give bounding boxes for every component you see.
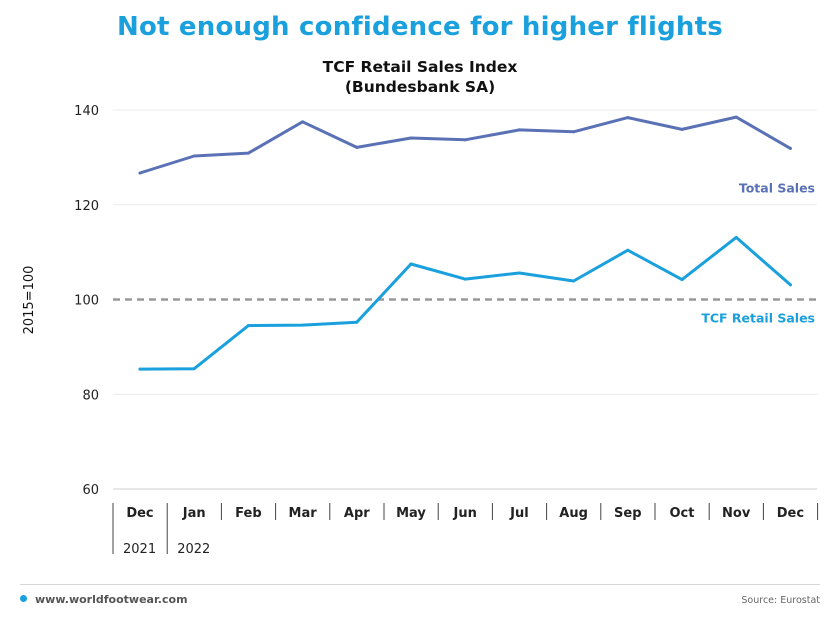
series-label: Total Sales	[739, 180, 815, 195]
series-line-tcf-retail-sales	[138, 235, 792, 371]
year-label: 2021	[123, 542, 156, 557]
data-point	[788, 283, 792, 287]
data-point	[355, 320, 359, 324]
y-tick-label: 80	[82, 388, 99, 403]
headline: Not enough confidence for higher flights	[117, 12, 723, 42]
x-tick-label: Feb	[235, 506, 261, 521]
data-point	[355, 145, 359, 149]
data-point	[680, 127, 684, 131]
x-tick-label: Apr	[344, 506, 370, 521]
x-tick-label: Nov	[722, 506, 751, 521]
x-tick-label: Sep	[614, 506, 642, 521]
chart-subtitle: (Bundesbank SA)	[344, 78, 496, 96]
data-point	[626, 248, 630, 252]
y-tick-label: 120	[74, 199, 99, 214]
series-label: TCF Retail Sales	[701, 311, 815, 326]
x-tick-label: Mar	[289, 506, 318, 521]
y-tick-label: 60	[82, 483, 99, 498]
data-point	[246, 324, 250, 328]
series-line-total-sales	[138, 115, 792, 175]
chart-title: TCF Retail Sales Index	[322, 58, 518, 76]
x-tick-label: Dec	[777, 506, 804, 521]
data-point	[734, 115, 738, 119]
data-point	[788, 146, 792, 150]
y-tick-label: 140	[74, 104, 99, 119]
year-label: 2022	[177, 542, 210, 557]
data-point	[246, 151, 250, 155]
data-point	[192, 367, 196, 371]
data-point	[517, 271, 521, 275]
data-point	[409, 136, 413, 140]
footer-website: www.worldfootwear.com	[20, 593, 188, 606]
data-point	[409, 262, 413, 266]
bullet-dot-icon	[20, 595, 27, 602]
x-tick-label: Jan	[182, 506, 206, 521]
website-text: www.worldfootwear.com	[35, 593, 188, 606]
x-tick-label: Oct	[670, 506, 695, 521]
x-tick-label: Aug	[559, 506, 588, 521]
footer-divider	[20, 584, 820, 585]
data-point	[301, 323, 305, 327]
y-tick-label: 100	[74, 294, 99, 309]
data-point	[572, 279, 576, 283]
chart-title-block: TCF Retail Sales Index (Bundesbank SA)	[0, 57, 840, 97]
x-tick-label: Jul	[509, 506, 529, 521]
data-point	[463, 138, 467, 142]
data-point	[301, 120, 305, 124]
x-tick-label: Dec	[126, 506, 153, 521]
x-tick-label: Jun	[453, 506, 477, 521]
data-point	[626, 116, 630, 120]
data-point	[138, 367, 142, 371]
data-point	[138, 171, 142, 175]
data-point	[680, 278, 684, 282]
y-axis-label: 2015=100	[22, 266, 37, 335]
data-point	[572, 130, 576, 134]
x-tick-label: May	[396, 506, 426, 521]
line-chart: 60 80 100 120 140 2015=100 Dec Jan Feb Mar Apr May J…	[22, 104, 819, 557]
data-point	[517, 128, 521, 132]
footer-source: Source: Eurostat	[741, 595, 820, 606]
data-point	[463, 277, 467, 281]
data-point	[192, 154, 196, 158]
data-point	[734, 235, 738, 239]
